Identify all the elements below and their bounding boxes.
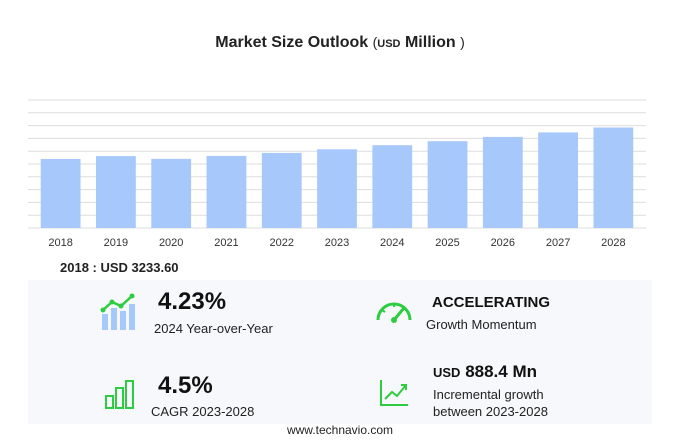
incremental-label-2: between 2023-2028 xyxy=(433,404,548,419)
bar-2020 xyxy=(151,158,192,228)
x-tick-label: 2023 xyxy=(325,237,349,249)
title-main: Market Size Outlook xyxy=(215,34,369,51)
yoy-label-wrap: 2024 Year-over-Year xyxy=(154,320,273,337)
x-tick-label: 2026 xyxy=(491,237,515,249)
x-tick-label: 2024 xyxy=(380,237,404,249)
x-tick-label: 2028 xyxy=(601,237,625,249)
bar-2025 xyxy=(427,141,468,228)
bar-2028 xyxy=(593,127,634,228)
momentum-stat: ACCELERATING xyxy=(432,294,550,311)
chart-title: Market Size Outlook (USD Million ) xyxy=(0,34,680,52)
x-tick-label: 2019 xyxy=(104,237,128,249)
bar-2019 xyxy=(96,156,136,228)
cagr-value: 4.5% xyxy=(158,372,213,399)
x-tick-label: 2021 xyxy=(214,237,238,249)
momentum-label: Growth Momentum xyxy=(426,317,537,332)
yoy-value: 4.23% xyxy=(158,288,227,315)
source-footer: www.technavio.com xyxy=(286,423,394,437)
bar-2024 xyxy=(372,145,413,228)
line-chart-icon xyxy=(380,380,408,406)
incremental-value: 888.4 Mn xyxy=(465,362,537,381)
x-tick-label: 2025 xyxy=(435,237,459,249)
bar-2027 xyxy=(538,132,578,228)
momentum-label-wrap: Growth Momentum xyxy=(426,316,537,333)
bar-chart-icon xyxy=(105,380,134,409)
title-paren-close: ) xyxy=(460,34,465,50)
yoy-stat: 4.23% xyxy=(158,288,226,316)
incremental-stat: USD 888.4 Mn xyxy=(433,362,537,382)
bar-2018 xyxy=(40,159,81,228)
title-unit-word: Million xyxy=(404,34,456,51)
bar-chart: 2018 2019 2020 2021 2022 2023 2024 2025 2026 2027… xyxy=(28,99,646,249)
incremental-label-wrap: Incremental growth between 2023-2028 xyxy=(433,386,548,420)
speedometer-icon xyxy=(376,302,412,323)
x-tick-label: 2022 xyxy=(269,237,293,249)
yoy-label: 2024 Year-over-Year xyxy=(154,321,273,336)
cagr-label-wrap: CAGR 2023-2028 xyxy=(151,403,254,420)
bar-2021 xyxy=(206,155,247,228)
cagr-stat: 4.5% xyxy=(158,372,213,400)
bar-2023 xyxy=(317,149,357,228)
incremental-label-1: Incremental growth xyxy=(433,387,544,402)
x-tick-label: 2027 xyxy=(546,237,570,249)
cagr-label: CAGR 2023-2028 xyxy=(151,404,255,419)
incremental-unit: USD xyxy=(433,365,461,380)
title-unit: USD xyxy=(377,38,401,50)
bar-2022 xyxy=(261,152,302,228)
title-paren-open: ( xyxy=(372,34,378,50)
momentum-head: ACCELERATING xyxy=(432,294,551,311)
bar-growth-icon xyxy=(100,293,135,330)
x-tick-label: 2018 xyxy=(48,237,72,249)
bar-2026 xyxy=(482,136,523,228)
x-tick-label: 2020 xyxy=(159,237,183,249)
base-year-value: 2018 : USD 3233.60 xyxy=(60,260,179,275)
